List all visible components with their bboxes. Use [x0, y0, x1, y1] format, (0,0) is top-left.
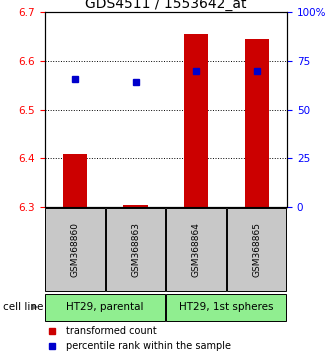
Text: HT29, parental: HT29, parental [66, 302, 144, 312]
Text: GSM368864: GSM368864 [192, 222, 201, 277]
Text: percentile rank within the sample: percentile rank within the sample [66, 341, 231, 351]
Text: GSM368865: GSM368865 [252, 222, 261, 277]
Bar [106, 208, 165, 291]
Bar [184, 34, 208, 207]
Bar [123, 205, 148, 207]
Text: cell line: cell line [3, 302, 44, 312]
Text: GSM368863: GSM368863 [131, 222, 140, 277]
Bar [245, 39, 269, 207]
Text: transformed count: transformed count [66, 326, 157, 336]
Bar [166, 208, 226, 291]
Bar [45, 293, 165, 321]
Title: GDS4511 / 1553642_at: GDS4511 / 1553642_at [85, 0, 247, 11]
Bar [45, 208, 105, 291]
Text: HT29, 1st spheres: HT29, 1st spheres [179, 302, 274, 312]
Bar [63, 154, 87, 207]
Bar [227, 208, 286, 291]
Bar [166, 293, 286, 321]
Text: GSM368860: GSM368860 [70, 222, 80, 277]
